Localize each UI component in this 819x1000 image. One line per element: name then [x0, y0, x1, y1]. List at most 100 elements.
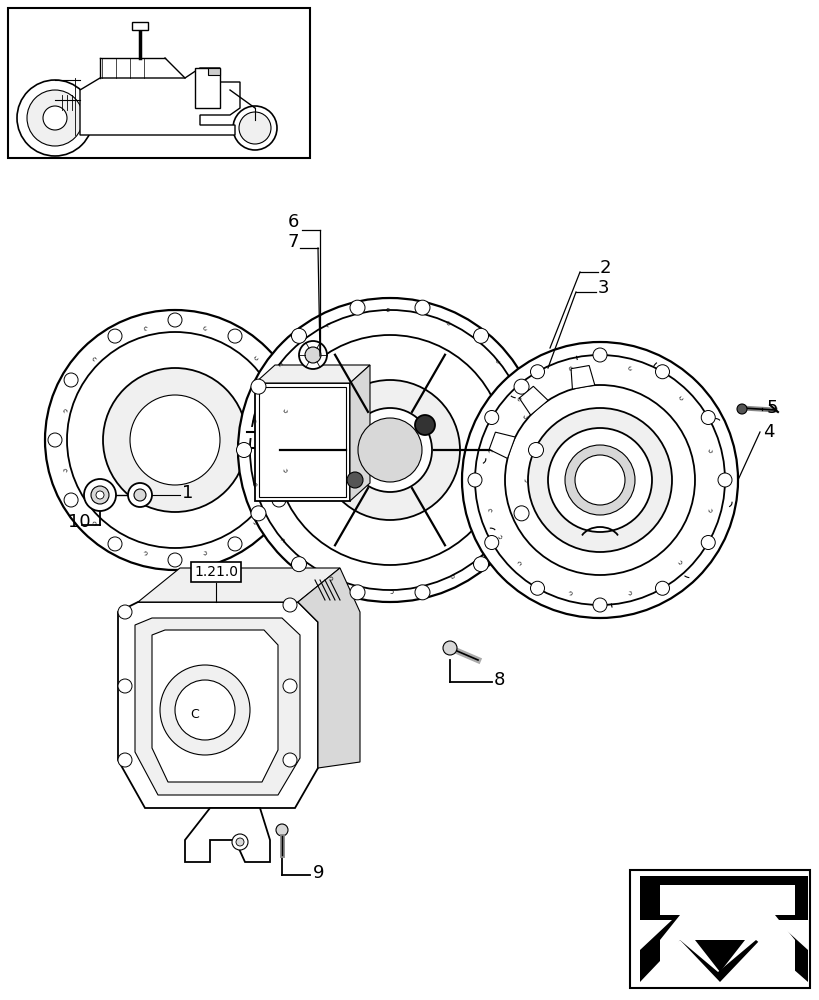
- Text: c: c: [324, 321, 330, 328]
- Circle shape: [108, 537, 122, 551]
- Text: c: c: [677, 395, 684, 402]
- Circle shape: [130, 395, 219, 485]
- Circle shape: [530, 365, 544, 379]
- Polygon shape: [255, 365, 369, 383]
- Text: 1.21.0: 1.21.0: [194, 565, 238, 579]
- Circle shape: [251, 506, 265, 521]
- Circle shape: [96, 491, 104, 499]
- Circle shape: [283, 598, 296, 612]
- Text: c: c: [252, 518, 260, 525]
- Text: c: c: [143, 548, 147, 554]
- Circle shape: [283, 753, 296, 767]
- Text: c: c: [61, 408, 67, 413]
- Text: c: c: [201, 548, 207, 554]
- Circle shape: [347, 408, 432, 492]
- Circle shape: [592, 348, 606, 362]
- Bar: [195, 68, 219, 108]
- Circle shape: [103, 368, 247, 512]
- Text: c: c: [90, 355, 97, 362]
- Circle shape: [350, 585, 364, 600]
- Circle shape: [274, 335, 505, 565]
- Circle shape: [238, 298, 541, 602]
- Circle shape: [276, 824, 287, 836]
- Circle shape: [574, 455, 624, 505]
- Bar: [8, 8, 310, 158]
- Text: 2: 2: [600, 259, 611, 277]
- Circle shape: [461, 342, 737, 618]
- Polygon shape: [118, 602, 318, 808]
- Text: c: c: [523, 477, 530, 482]
- Text: 7: 7: [287, 233, 299, 251]
- Circle shape: [238, 112, 270, 144]
- Text: c: c: [496, 532, 504, 539]
- Circle shape: [505, 385, 695, 575]
- Text: c: c: [278, 536, 285, 542]
- Circle shape: [272, 373, 286, 387]
- Circle shape: [654, 365, 668, 379]
- Circle shape: [414, 300, 429, 315]
- Text: 3: 3: [597, 279, 609, 297]
- Circle shape: [319, 380, 459, 520]
- Text: c: c: [522, 414, 529, 419]
- Text: 1: 1: [182, 484, 193, 502]
- Circle shape: [473, 557, 488, 572]
- Polygon shape: [639, 876, 807, 982]
- Circle shape: [527, 408, 672, 552]
- Polygon shape: [659, 885, 794, 972]
- Text: 5: 5: [766, 399, 777, 417]
- Polygon shape: [185, 808, 269, 862]
- Polygon shape: [350, 365, 369, 501]
- Bar: [259, 387, 346, 497]
- Circle shape: [474, 355, 724, 605]
- Circle shape: [484, 410, 498, 424]
- Circle shape: [700, 536, 714, 550]
- Circle shape: [251, 379, 265, 394]
- Text: c: c: [514, 395, 522, 402]
- Circle shape: [108, 329, 122, 343]
- Text: c: c: [275, 361, 283, 368]
- Text: c: c: [251, 481, 257, 486]
- Text: c: c: [283, 408, 289, 413]
- Polygon shape: [80, 68, 240, 135]
- Circle shape: [299, 341, 327, 369]
- Text: c: c: [449, 572, 455, 579]
- Circle shape: [291, 557, 306, 572]
- Circle shape: [67, 332, 283, 548]
- Polygon shape: [489, 432, 514, 458]
- Circle shape: [700, 410, 714, 424]
- Text: 10: 10: [68, 513, 91, 531]
- Polygon shape: [152, 630, 278, 782]
- Circle shape: [168, 553, 182, 567]
- Text: c: c: [252, 355, 260, 362]
- Text: c: c: [485, 507, 491, 512]
- Text: c: c: [390, 587, 394, 593]
- Circle shape: [228, 329, 242, 343]
- Circle shape: [287, 433, 301, 447]
- Circle shape: [291, 328, 306, 343]
- Text: c: c: [567, 588, 572, 594]
- Bar: [132, 22, 147, 30]
- Text: c: c: [328, 573, 334, 581]
- Circle shape: [736, 404, 746, 414]
- Circle shape: [168, 313, 182, 327]
- Circle shape: [305, 347, 320, 363]
- Polygon shape: [208, 68, 219, 75]
- Text: c: c: [485, 448, 491, 453]
- Text: c: c: [446, 319, 451, 327]
- Polygon shape: [135, 618, 300, 795]
- Circle shape: [514, 379, 528, 394]
- Circle shape: [128, 483, 152, 507]
- Circle shape: [350, 300, 364, 315]
- Circle shape: [45, 310, 305, 570]
- Circle shape: [414, 415, 434, 435]
- Circle shape: [232, 834, 247, 850]
- Circle shape: [473, 328, 488, 343]
- Circle shape: [133, 489, 146, 501]
- Polygon shape: [297, 568, 360, 768]
- Circle shape: [346, 472, 363, 488]
- Text: c: c: [201, 326, 207, 332]
- Circle shape: [160, 665, 250, 755]
- Text: 8: 8: [493, 671, 505, 689]
- Circle shape: [530, 581, 544, 595]
- Polygon shape: [695, 940, 744, 972]
